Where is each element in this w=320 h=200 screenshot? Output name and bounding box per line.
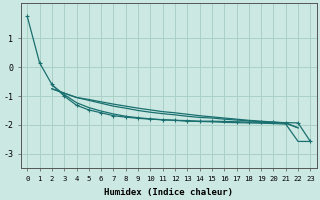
X-axis label: Humidex (Indice chaleur): Humidex (Indice chaleur) xyxy=(104,188,233,197)
